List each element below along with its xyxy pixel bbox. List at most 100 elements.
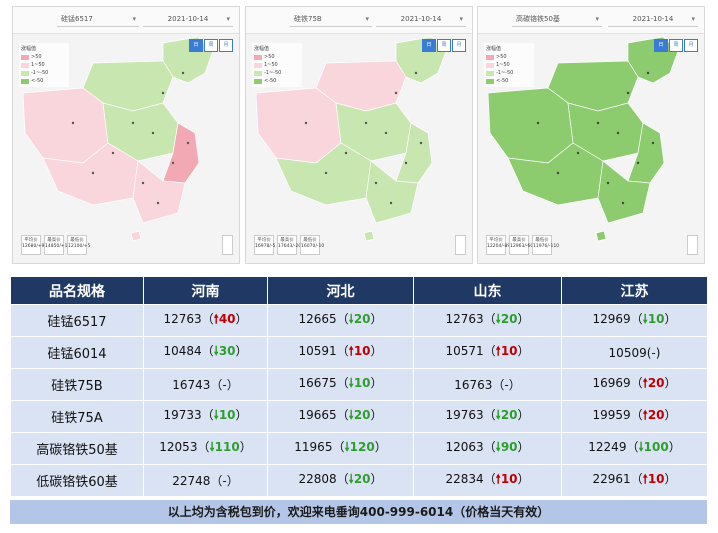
- stat-label: 平均价: [24, 238, 38, 243]
- price-cell: 19959（🠕20）: [561, 400, 708, 433]
- price-value: 12249: [588, 440, 627, 454]
- zoom-control[interactable]: [687, 235, 698, 255]
- arrow-down-icon: 🠗: [213, 344, 219, 358]
- price-cell: 22961（🠕10）: [561, 464, 708, 497]
- china-map[interactable]: [13, 33, 240, 264]
- city-markers: [304, 71, 423, 205]
- map-toolbar: 硅铁75B ▾ 2021-10-14 ▾: [246, 7, 472, 34]
- product-select[interactable]: 高碳铬铁50基 ▾: [512, 12, 602, 27]
- price-cell: 12763（🠕40）: [143, 304, 268, 337]
- map-region-west: [487, 87, 574, 164]
- price-value: 11965: [294, 440, 333, 454]
- product-select-value: 高碳铬铁50基: [516, 15, 560, 23]
- table-row: 低碳铬铁60基 22748（-） 22808（🠗20） 22834（🠕10） 22961…: [10, 464, 708, 497]
- price-change: 120: [349, 440, 375, 454]
- price-cell: 12763（🠗20）: [413, 304, 562, 337]
- arrow-up-icon: 🠕: [642, 472, 648, 486]
- legend-label: >50: [264, 54, 275, 60]
- price-cell: 16969（🠕20）: [561, 368, 708, 401]
- period-tabs: 日 周 月: [189, 39, 233, 52]
- tab-week[interactable]: 周: [437, 39, 451, 52]
- product-select[interactable]: 硅锰6517 ▾: [57, 12, 139, 27]
- price-change: 10: [500, 472, 518, 486]
- city-markers: [536, 71, 655, 205]
- tab-month[interactable]: 月: [219, 39, 233, 52]
- price-cell: 12969（🠗10）: [561, 304, 708, 337]
- legend-label: >50: [31, 54, 42, 60]
- zoom-control[interactable]: [222, 235, 233, 255]
- china-map[interactable]: [246, 33, 473, 264]
- price-cell: 10591（🠕10）: [267, 336, 414, 369]
- price-value: 12665: [298, 312, 337, 326]
- arrow-down-icon: 🠗: [213, 408, 219, 422]
- legend-label: <-50: [496, 78, 509, 84]
- legend-title: 涨幅值: [21, 46, 37, 52]
- price-cell: 12063（🠗90）: [413, 432, 562, 465]
- stat-average: 平均价 12680/+9: [21, 235, 44, 255]
- china-map[interactable]: [478, 33, 705, 264]
- map-region-west: [255, 87, 342, 164]
- stat-label: 平均价: [257, 238, 271, 243]
- date-select-value: 2021-10-14: [400, 15, 442, 23]
- price-change: 40: [218, 312, 236, 326]
- tab-day[interactable]: 日: [654, 39, 668, 52]
- legend-label: <-50: [31, 78, 44, 84]
- product-name-cell: 高碳铬铁50基: [10, 432, 144, 465]
- arrow-down-icon: 🠗: [495, 408, 501, 422]
- product-name-cell: 低碳铬铁60基: [10, 464, 144, 497]
- price-change: -: [222, 378, 227, 392]
- map-panel-3: 高碳铬铁50基 ▾ 2021-10-14 ▾: [477, 6, 705, 264]
- price-value: 10484: [163, 344, 202, 358]
- zoom-control[interactable]: [455, 235, 466, 255]
- map-region-south: [132, 160, 186, 224]
- price-change: 10: [218, 408, 236, 422]
- price-change: 90: [500, 440, 518, 454]
- arrow-up-icon: 🠕: [642, 376, 648, 390]
- arrow-down-icon: 🠗: [348, 408, 354, 422]
- tab-day[interactable]: 日: [422, 39, 436, 52]
- arrow-down-icon: 🠗: [348, 472, 354, 486]
- price-cell: 22748（-）: [143, 464, 268, 497]
- arrow-down-icon: 🠗: [642, 312, 648, 326]
- table-row: 硅锰6517 12763（🠕40） 12665（🠗20） 12763（🠗20） 1296…: [10, 304, 708, 337]
- product-name-cell: 硅铁75A: [10, 400, 144, 433]
- stat-value: 16070/-10: [301, 244, 325, 249]
- date-select[interactable]: 2021-10-14 ▾: [608, 12, 698, 27]
- stat-label: 平均价: [489, 238, 503, 243]
- price-value: 16675: [298, 376, 337, 390]
- price-cell: 11965（🠗120）: [267, 432, 414, 465]
- tab-week[interactable]: 周: [204, 39, 218, 52]
- price-change: 20: [353, 408, 371, 422]
- price-cell: 19763（🠗20）: [413, 400, 562, 433]
- price-change: 20: [647, 376, 665, 390]
- table-row: 硅铁75B 16743（-） 16675（🠗10） 16763（-） 16969（🠕20…: [10, 368, 708, 401]
- price-change: 10: [353, 376, 371, 390]
- price-stats: 平均价 16978/-5 最高价 17643/-20 最低价 16070/-10: [254, 235, 325, 255]
- price-change: 20: [647, 408, 665, 422]
- tab-week[interactable]: 周: [669, 39, 683, 52]
- date-select[interactable]: 2021-10-14 ▾: [376, 12, 466, 27]
- table-header-row: 品名规格 河南 河北 山东 江苏: [10, 276, 708, 305]
- arrow-down-icon: 🠗: [209, 440, 215, 454]
- legend-label: 1~50: [496, 62, 510, 68]
- price-value: 16969: [592, 376, 631, 390]
- price-value: 22834: [445, 472, 484, 486]
- price-cell: 10484（🠗30）: [143, 336, 268, 369]
- date-select[interactable]: 2021-10-14 ▾: [143, 12, 233, 27]
- price-value: 12763: [163, 312, 202, 326]
- price-value: 12053: [159, 440, 198, 454]
- tab-month[interactable]: 月: [684, 39, 698, 52]
- tab-month[interactable]: 月: [452, 39, 466, 52]
- header-hebei: 河北: [267, 276, 414, 305]
- stat-low: 最低价 16070/-10: [300, 235, 325, 255]
- arrow-down-icon: 🠗: [495, 312, 501, 326]
- stat-label: 最低价: [303, 238, 317, 243]
- header-jiangsu: 江苏: [561, 276, 708, 305]
- tab-day[interactable]: 日: [189, 39, 203, 52]
- chevron-down-icon: ▾: [459, 15, 463, 23]
- chevron-down-icon: ▾: [365, 15, 369, 23]
- stat-high: 最高价 12963/-60: [509, 235, 533, 255]
- product-select[interactable]: 硅铁75B ▾: [290, 12, 372, 27]
- legend-label: -1~-50: [31, 70, 49, 76]
- price-change: 20: [353, 472, 371, 486]
